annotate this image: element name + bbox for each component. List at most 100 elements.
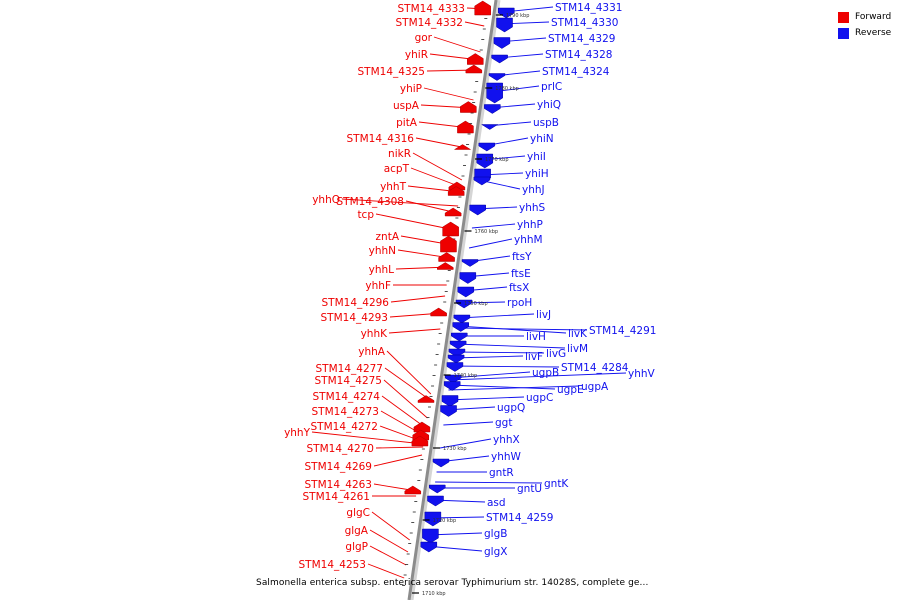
forward-leader-line [386,350,432,395]
forward-leader-line [423,87,474,101]
reverse-gene-label: STM14_4329 [548,33,615,45]
forward-gene-label: STM14_4308 [337,196,404,208]
reverse-gene-arrow [427,495,444,507]
forward-gene-label: yhiR [405,49,428,61]
reverse-gene-arrow [444,374,462,384]
forward-gene-label: STM14_4272 [311,421,378,433]
forward-gene-label: nikR [388,148,411,160]
forward-gene-arrow [444,207,462,217]
forward-gene-label: tcp [357,209,374,221]
forward-gene-label: STM14_4325 [358,66,425,78]
forward-gene-arrow [453,144,472,150]
axis-tick-label: 1790 kbp [506,13,530,19]
axis-tick-label: 1740 kbp [454,373,478,379]
forward-leader-line [415,137,467,149]
reverse-gene-label: STM14_4331 [555,2,622,14]
forward-gene-label: yhhY [284,427,311,439]
forward-leader-line [388,328,441,334]
forward-gene-label: yhhA [358,346,386,358]
forward-gene-label: yhhN [369,245,396,257]
reverse-gene-arrow [440,405,457,417]
reverse-gene-label: yhiI [527,151,546,163]
forward-leader-line [390,295,446,303]
forward-gene-label: STM14_4293 [321,312,388,324]
forward-gene-arrow [442,221,459,237]
reverse-gene-label: livJ [536,309,551,321]
axis-tick-label: 1720 kbp [433,518,457,524]
reverse-gene-label: gntR [489,467,514,479]
reverse-leader-line [453,355,524,359]
reverse-gene-arrow [459,272,477,284]
reverse-gene-label: yhiQ [537,99,561,111]
reverse-gene-label: livK [568,328,588,340]
forward-gene-label: yhiP [400,83,422,95]
forward-gene-arrow [467,53,484,65]
reverse-gene-arrow [441,395,459,407]
reverse-gene-label: yhhJ [522,184,545,196]
forward-gene-label: yhhQ [312,194,340,206]
reverse-gene-label: rpoH [507,297,532,309]
axis-tick-label: 1760 kbp [475,229,499,235]
reverse-leader-line [451,365,560,368]
reverse-leader-line [468,238,513,249]
forward-gene-label: STM14_4253 [299,559,366,571]
forward-leader-line [367,563,405,579]
reverse-leader-line [450,371,531,379]
forward-gene-arrow [447,186,465,196]
reverse-gene-label: ugpB [532,367,559,379]
reverse-gene-label: gntK [544,478,569,490]
reverse-gene-label: yhhP [517,219,543,231]
reverse-leader-line [457,327,588,331]
forward-gene-label: glgA [345,525,369,537]
axis-tick-label: 1780 kbp [495,86,519,92]
genome-caption: Salmonella enterica subsp. enterica sero… [256,578,649,588]
axis-tick-label: 1750 kbp [464,301,488,307]
forward-gene-label: glgC [346,507,370,519]
forward-gene-label: STM14_4263 [305,479,372,491]
axis-tick-label: 1710 kbp [422,591,446,597]
reverse-gene-label: ftsE [511,268,531,280]
reverse-gene-arrow [432,458,450,468]
reverse-gene-arrow [420,541,438,553]
forward-gene-label: STM14_4269 [305,461,372,473]
reverse-gene-label: yhiN [530,133,554,145]
forward-gene-label: pitA [396,117,418,129]
reverse-gene-arrow [448,348,466,358]
reverse-leader-line [446,396,525,401]
forward-leader-line [375,213,455,231]
reverse-gene-arrow [496,17,513,33]
reverse-gene-arrow [461,259,479,267]
forward-leader-line [369,545,407,566]
forward-leader-line [410,167,462,188]
reverse-gene-label: yhhX [493,434,520,446]
reverse-leader-line [457,325,567,334]
reverse-gene-arrow [473,176,491,186]
reverse-leader-line [453,351,545,354]
reverse-gene-label: STM14_4330 [551,17,618,29]
forward-gene-label: yhhL [369,264,395,276]
reverse-gene-label: STM14_4291 [589,325,656,337]
genome-axis-shadow [408,0,501,600]
forward-gene-arrow [440,235,457,253]
reverse-gene-arrow [446,362,464,372]
forward-gene-arrow [457,120,474,134]
reverse-gene-label: yhhM [514,234,543,246]
forward-gene-label: zntA [376,231,400,243]
forward-gene-label: STM14_4316 [347,133,415,145]
reverse-gene-arrow [469,204,486,216]
reverse-gene-arrow [491,54,508,64]
forward-gene-arrow [413,421,431,433]
forward-gene-label: STM14_4296 [322,297,390,309]
reverse-gene-arrow [451,332,468,342]
reverse-leader-line [435,481,543,484]
reverse-gene-arrow [480,124,499,130]
reverse-leader-line [455,343,566,349]
forward-gene-label: yhhT [380,181,407,193]
legend-label-forward: Forward [855,12,892,22]
forward-leader-line [412,152,463,181]
reverse-gene-label: yhhV [628,368,656,380]
reverse-gene-label: prlC [541,81,562,93]
reverse-gene-label: ftsX [509,282,529,294]
reverse-gene-arrow [428,484,446,494]
